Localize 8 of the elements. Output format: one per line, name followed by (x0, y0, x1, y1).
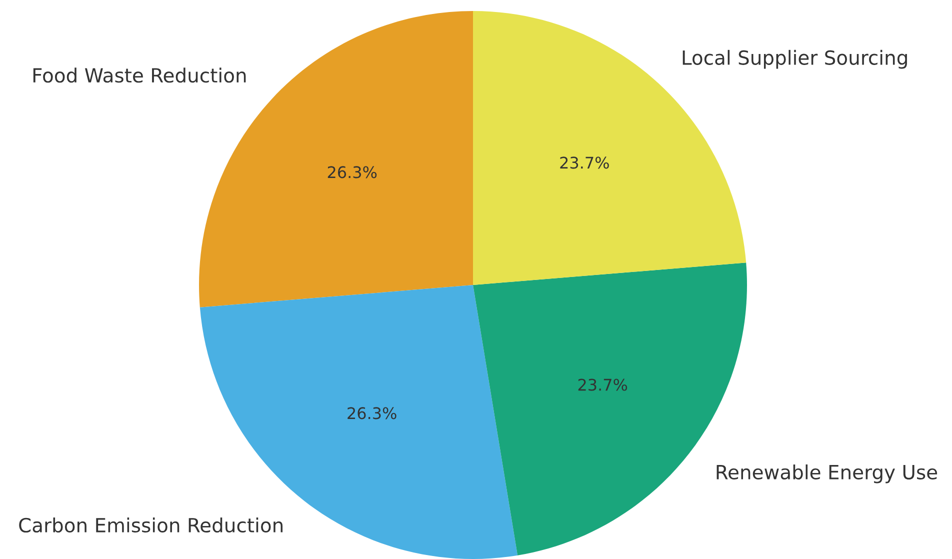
slice-label: Carbon Emission Reduction (19, 517, 282, 533)
data-label: 26.3% (328, 166, 377, 178)
slice-label: Renewable Energy Use (716, 464, 938, 484)
data-label: 23.7% (560, 156, 609, 169)
data-label: 26.3% (348, 407, 396, 420)
slice-label: Local Supplier Sourcing (682, 50, 907, 69)
slice-label: Food Waste Reduction (33, 68, 246, 83)
data-label: 23.7% (578, 378, 628, 391)
